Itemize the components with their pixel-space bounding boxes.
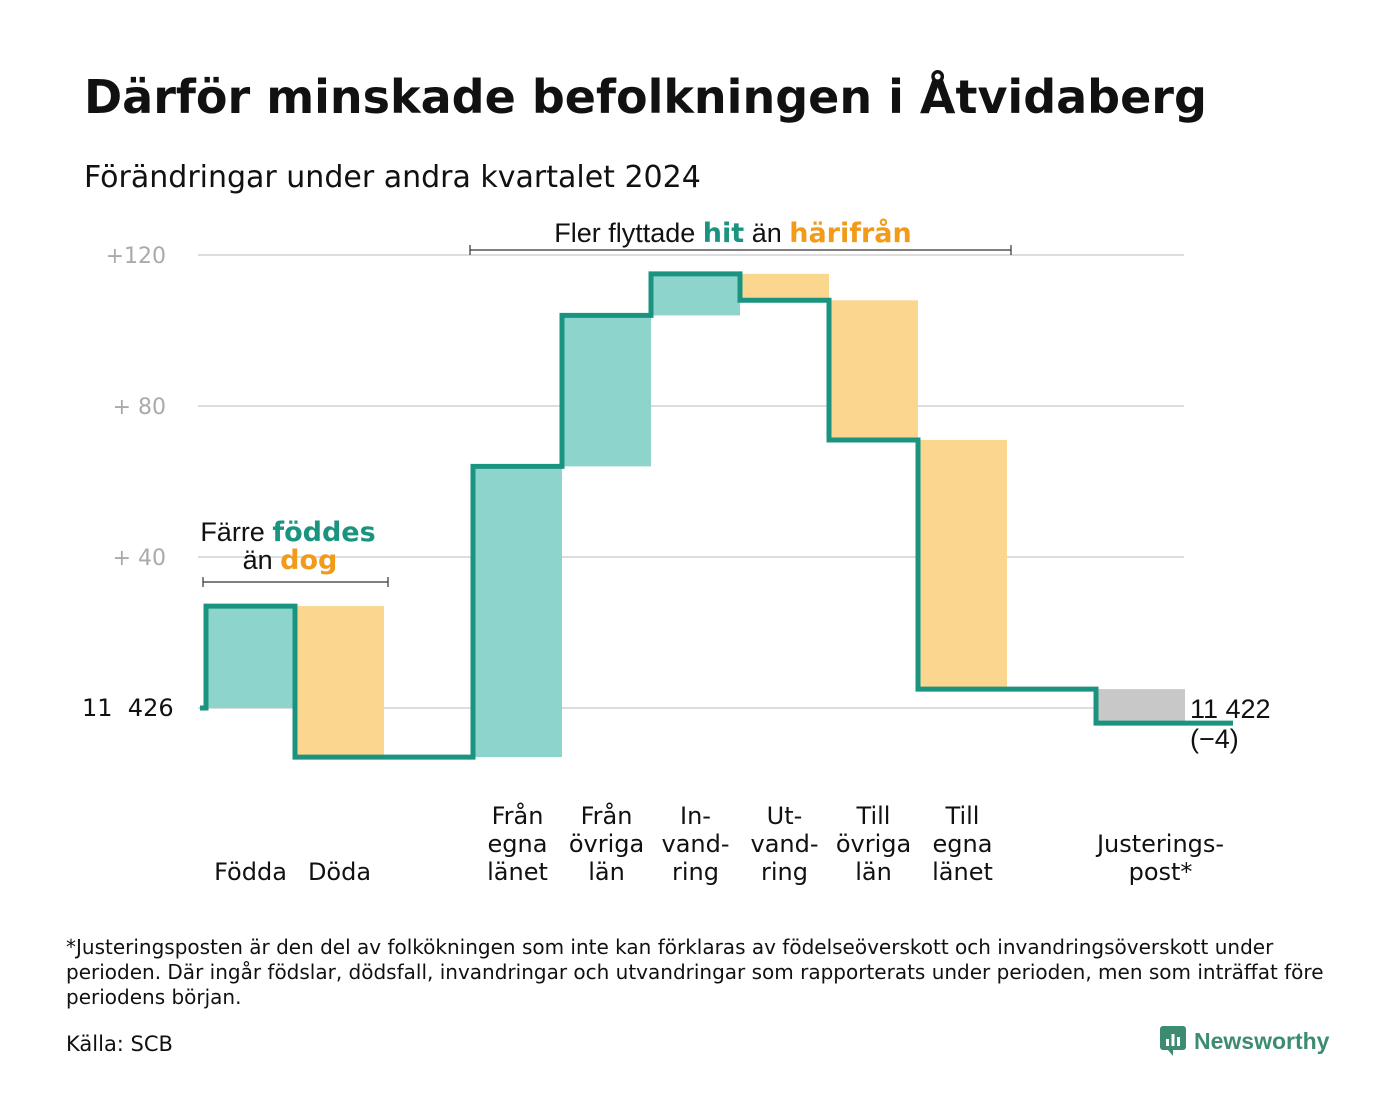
chart-title: Därför minskade befolkningen i Åtvidaber… xyxy=(84,70,1207,124)
x-label-7-line-2: länet xyxy=(932,858,993,886)
end-change-label: (−4) xyxy=(1190,724,1239,754)
x-label-1-line-0: Döda xyxy=(308,858,371,886)
newsworthy-logo: Newsworthy xyxy=(1160,1026,1329,1056)
x-label-6-line-1: övriga xyxy=(836,830,911,858)
x-label-4-line-1: vand- xyxy=(661,830,729,858)
x-label-6-line-0: Till xyxy=(856,802,891,830)
annotation-harifran-colored: härifrån xyxy=(789,217,912,249)
annotation-hit-colored: hit xyxy=(703,218,744,249)
x-label-0-line-0: Födda xyxy=(214,858,287,886)
bar-4 xyxy=(651,273,740,316)
x-label-4-line-0: In- xyxy=(680,802,711,830)
newsworthy-logo-icon xyxy=(1160,1026,1186,1056)
annotation-births-line2: än dog xyxy=(243,545,338,576)
cumulative-step-line xyxy=(200,271,1233,760)
x-label-6-line-2: län xyxy=(855,858,892,886)
y-tick-label-0: +120 xyxy=(106,244,166,269)
start-value-label: 11 426 xyxy=(82,694,174,722)
y-tick-label-1: + 80 xyxy=(113,395,166,420)
annotation-births-bracket xyxy=(202,577,389,587)
x-label-5-line-2: ring xyxy=(761,858,808,886)
x-label-5-line-1: vand- xyxy=(750,830,818,858)
x-label-3-line-0: Från xyxy=(581,801,633,830)
annotation-migration-bracket xyxy=(469,245,1012,255)
bar-5 xyxy=(740,273,829,301)
bar-7 xyxy=(918,439,1007,690)
source: Källa: SCB xyxy=(66,1032,173,1056)
chart-subtitle: Förändringar under andra kvartalet 2024 xyxy=(84,160,701,195)
x-label-2-line-1: egna xyxy=(488,830,548,858)
annotation-births-colored: föddes xyxy=(272,517,375,548)
x-label-7-line-0: Till xyxy=(945,802,980,830)
bar-8 xyxy=(1096,689,1185,724)
x-label-3-line-1: övriga xyxy=(569,830,644,858)
bar-1 xyxy=(295,606,384,758)
x-label-8-line-1: post* xyxy=(1129,858,1193,886)
x-label-2-line-2: länet xyxy=(487,858,548,886)
x-label-2-line-0: Från xyxy=(492,801,544,830)
y-axis-ticks: +120 + 80 + 40 xyxy=(106,244,166,571)
waterfall-chart: +120 + 80 + 40 Färre föddes än dog Fler fl… xyxy=(82,217,1271,886)
end-value-label: 11 422 xyxy=(1190,694,1271,724)
x-label-5-line-0: Ut- xyxy=(767,802,803,830)
bar-0 xyxy=(206,606,295,708)
x-label-8-line-0: Justerings- xyxy=(1095,830,1224,858)
bar-2 xyxy=(473,466,562,758)
bar-3 xyxy=(562,315,651,467)
x-label-4-line-2: ring xyxy=(672,858,719,886)
x-axis-labels: Födda DödaFrånegnalänetFrånövrigalänIn-va… xyxy=(214,801,1224,886)
newsworthy-logo-text: Newsworthy xyxy=(1194,1027,1330,1054)
footnote: *Justeringsposten är den del av folkökni… xyxy=(66,935,1324,1009)
x-label-7-line-1: egna xyxy=(933,830,993,858)
annotation-deaths-colored: dog xyxy=(280,545,337,576)
annotation-migration: Fler flyttade hit än härifrån xyxy=(554,217,912,249)
bar-6 xyxy=(829,300,918,440)
annotation-births-line1: Färre föddes xyxy=(200,517,375,548)
bars xyxy=(206,273,1185,758)
y-tick-label-2: + 40 xyxy=(113,546,166,571)
x-label-3-line-2: län xyxy=(588,858,625,886)
